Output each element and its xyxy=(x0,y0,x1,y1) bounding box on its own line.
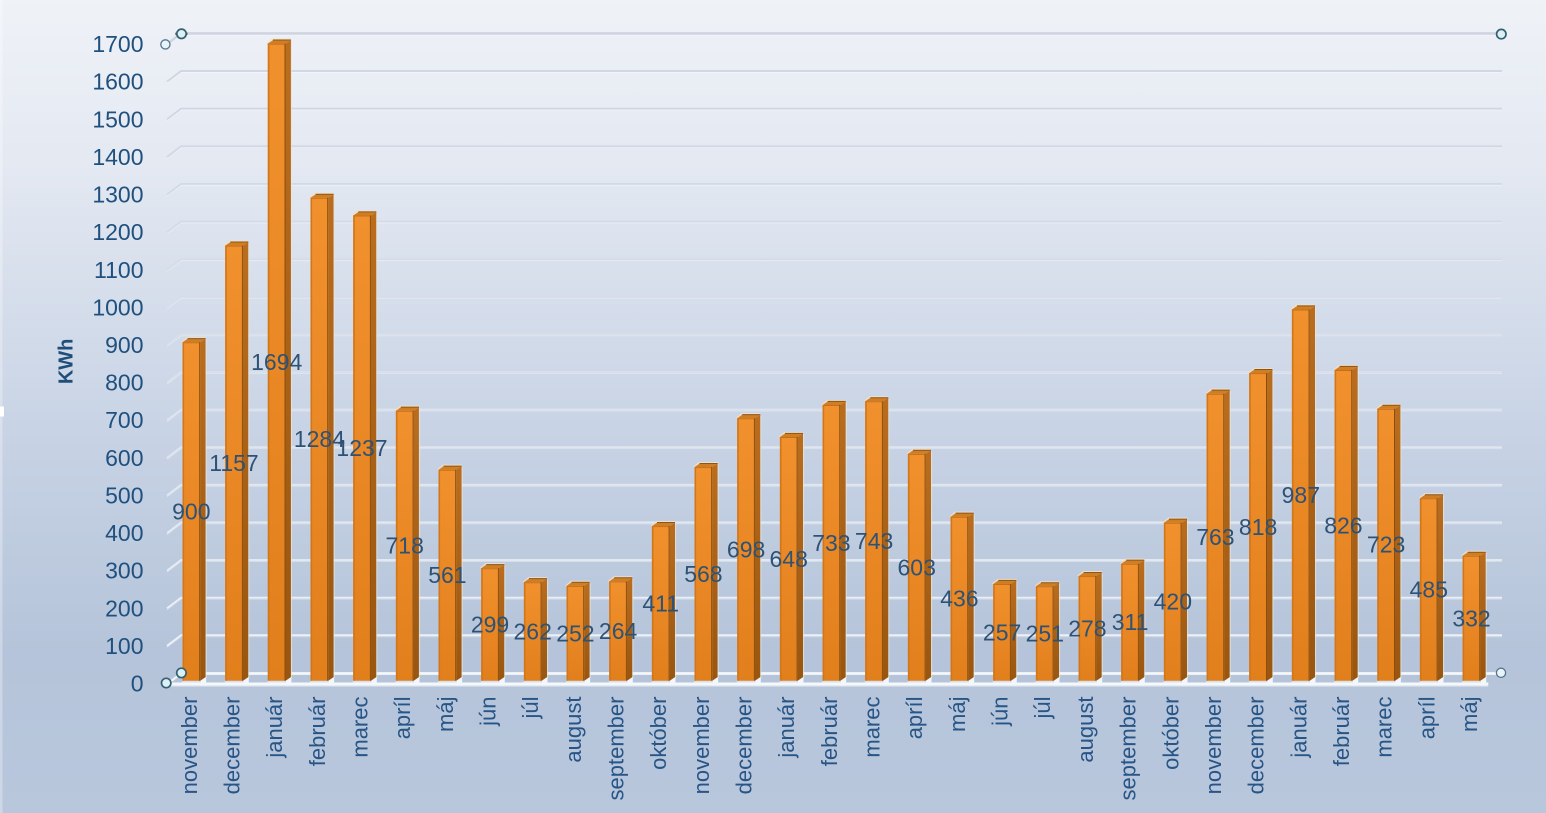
svg-text:júl: júl xyxy=(518,697,543,720)
svg-text:561: 561 xyxy=(428,562,466,588)
svg-text:1000: 1000 xyxy=(92,294,143,320)
svg-text:máj: máj xyxy=(1457,697,1482,732)
svg-text:485: 485 xyxy=(1410,577,1448,603)
svg-text:0: 0 xyxy=(131,671,144,697)
svg-text:900: 900 xyxy=(105,332,143,358)
svg-text:763: 763 xyxy=(1196,524,1234,550)
svg-text:300: 300 xyxy=(105,558,143,584)
svg-text:600: 600 xyxy=(105,445,143,471)
svg-text:november: november xyxy=(1201,697,1226,795)
svg-text:1694: 1694 xyxy=(251,349,302,375)
svg-text:september: september xyxy=(604,697,629,801)
svg-text:900: 900 xyxy=(172,499,210,525)
svg-text:568: 568 xyxy=(684,561,722,587)
svg-text:február: február xyxy=(817,697,842,767)
svg-text:332: 332 xyxy=(1452,605,1490,631)
svg-text:august: august xyxy=(1073,697,1098,763)
svg-text:marec: marec xyxy=(348,697,373,758)
svg-text:420: 420 xyxy=(1154,589,1192,615)
svg-text:1100: 1100 xyxy=(94,257,143,283)
svg-text:251: 251 xyxy=(1026,621,1064,647)
svg-text:september: september xyxy=(1116,697,1141,801)
svg-text:január: január xyxy=(1286,697,1311,759)
svg-text:733: 733 xyxy=(812,530,850,556)
svg-text:1600: 1600 xyxy=(92,69,143,95)
svg-text:1700: 1700 xyxy=(92,31,143,57)
svg-text:200: 200 xyxy=(105,595,143,621)
svg-text:648: 648 xyxy=(770,546,808,572)
svg-text:800: 800 xyxy=(105,370,143,396)
svg-text:apríl: apríl xyxy=(390,697,415,740)
svg-text:252: 252 xyxy=(556,620,594,646)
svg-text:apríl: apríl xyxy=(902,697,927,740)
svg-text:311: 311 xyxy=(1112,609,1149,635)
svg-text:1284: 1284 xyxy=(294,426,345,452)
svg-text:júl: júl xyxy=(1030,697,1055,720)
svg-text:700: 700 xyxy=(105,407,143,433)
svg-text:jún: jún xyxy=(988,697,1013,727)
svg-text:411: 411 xyxy=(642,590,679,616)
svg-text:500: 500 xyxy=(105,483,143,509)
svg-text:436: 436 xyxy=(940,586,978,612)
svg-text:100: 100 xyxy=(105,633,143,659)
svg-text:299: 299 xyxy=(471,612,509,638)
svg-text:február: február xyxy=(1329,697,1354,767)
svg-text:august: august xyxy=(561,697,586,763)
svg-text:apríl: apríl xyxy=(1414,697,1439,740)
svg-text:264: 264 xyxy=(599,618,638,644)
svg-text:603: 603 xyxy=(898,554,936,580)
svg-text:262: 262 xyxy=(514,618,552,644)
svg-text:257: 257 xyxy=(983,619,1021,645)
svg-text:743: 743 xyxy=(855,528,893,554)
svg-text:máj: máj xyxy=(433,697,458,732)
svg-text:január: január xyxy=(262,697,287,759)
svg-text:december: december xyxy=(220,697,245,795)
svg-text:máj: máj xyxy=(945,697,970,732)
svg-text:december: december xyxy=(1244,697,1269,795)
svg-text:818: 818 xyxy=(1239,514,1277,540)
svg-text:november: november xyxy=(689,697,714,795)
svg-text:október: október xyxy=(646,697,671,770)
svg-text:723: 723 xyxy=(1367,532,1405,558)
svg-text:1500: 1500 xyxy=(92,106,143,132)
svg-text:1400: 1400 xyxy=(92,144,143,170)
svg-text:október: október xyxy=(1158,697,1183,770)
svg-text:KWh: KWh xyxy=(56,339,78,385)
svg-text:február: február xyxy=(305,697,330,767)
svg-text:jún: jún xyxy=(476,697,501,727)
svg-text:december: december xyxy=(732,697,757,795)
svg-text:marec: marec xyxy=(1372,697,1397,758)
svg-text:1200: 1200 xyxy=(92,219,143,245)
svg-text:1237: 1237 xyxy=(336,435,387,461)
svg-text:január: január xyxy=(774,697,799,759)
svg-text:1157: 1157 xyxy=(209,450,258,476)
svg-text:1300: 1300 xyxy=(92,182,143,208)
svg-text:278: 278 xyxy=(1068,615,1106,641)
svg-text:400: 400 xyxy=(105,520,143,546)
svg-text:987: 987 xyxy=(1282,482,1320,508)
svg-text:november: november xyxy=(177,697,202,795)
svg-text:718: 718 xyxy=(386,533,424,559)
svg-text:marec: marec xyxy=(860,697,885,758)
svg-text:698: 698 xyxy=(727,536,765,562)
svg-text:826: 826 xyxy=(1324,512,1362,538)
